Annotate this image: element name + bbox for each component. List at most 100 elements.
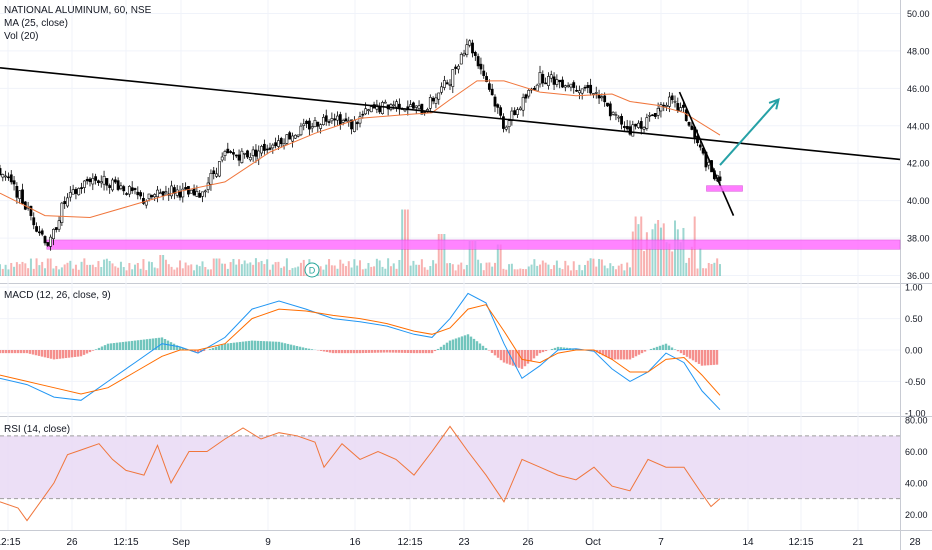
volume-bar <box>457 264 460 276</box>
vol-legend[interactable]: Vol (20) <box>4 31 39 42</box>
candle-body <box>97 180 100 184</box>
candle-body <box>133 188 137 190</box>
candle-body <box>203 190 207 193</box>
volume-bar <box>288 269 291 276</box>
volume-bar <box>229 262 232 276</box>
candle-body <box>136 191 140 196</box>
rsi-pane[interactable] <box>0 425 900 522</box>
candle-body <box>603 95 607 103</box>
candle-body <box>305 120 308 124</box>
macd-pane[interactable] <box>0 292 721 411</box>
macd-histogram-bar <box>97 347 101 350</box>
macd-histogram-bar <box>334 350 338 354</box>
candle-body <box>535 84 539 92</box>
volume-bar <box>269 269 271 276</box>
candle-body <box>12 180 16 185</box>
candle-body <box>476 56 480 67</box>
volume-bar <box>384 268 387 276</box>
macd-histogram-bar <box>307 348 311 350</box>
candle-body <box>322 117 325 126</box>
candle-body <box>679 107 683 112</box>
candle-body <box>637 122 640 128</box>
macd-histogram-bar <box>517 350 521 368</box>
macd-histogram-bar <box>670 347 674 350</box>
candle-body <box>676 103 680 111</box>
x-tick-label: 26 <box>522 537 534 548</box>
ma-legend[interactable]: MA (25, close) <box>4 18 68 29</box>
volume-bar <box>139 268 142 276</box>
volume-bar <box>482 270 485 276</box>
volume-bar <box>280 267 283 276</box>
volume-bar <box>328 259 331 276</box>
candle-body <box>518 107 522 110</box>
volume-bar <box>136 262 139 276</box>
macd-histogram-bar <box>703 350 707 366</box>
symbol-title[interactable]: NATIONAL ALUMINUM, 60, NSE <box>4 5 152 16</box>
macd-histogram-bar <box>496 350 500 358</box>
macd-histogram-bar <box>73 350 77 357</box>
macd-histogram-bar <box>247 340 251 350</box>
price-pane[interactable]: D <box>0 38 901 278</box>
candle-body <box>634 123 638 127</box>
candle-body <box>122 186 126 192</box>
macd-histogram-bar <box>643 350 647 352</box>
macd-histogram-bar <box>412 350 416 354</box>
volume-bar <box>91 264 94 276</box>
candle-body <box>698 144 702 148</box>
volume-bar <box>114 266 117 276</box>
candle-body <box>80 187 83 189</box>
candle-body <box>74 188 78 194</box>
macd-histogram-bar <box>391 350 395 353</box>
candle-body <box>37 231 41 234</box>
candle-body <box>586 85 590 88</box>
macd-histogram-bar <box>655 346 659 350</box>
volume-bar <box>21 261 24 276</box>
candle-body <box>63 201 67 205</box>
candle-body <box>302 123 306 126</box>
candle-body <box>29 205 33 216</box>
candle-body <box>68 192 72 198</box>
candle-body <box>451 69 455 87</box>
volume-bar <box>429 266 432 276</box>
candle-body <box>493 96 497 107</box>
rsi-legend-label[interactable]: RSI (14, close) <box>4 424 71 435</box>
macd-histogram-bar <box>136 340 140 350</box>
volume-bar <box>474 241 477 276</box>
macd-histogram-bar <box>82 350 86 355</box>
volume-bar <box>0 264 1 276</box>
macd-histogram-bar <box>475 341 479 350</box>
macd-histogram-bar <box>508 350 512 365</box>
candle-body <box>521 97 525 111</box>
candle-body <box>248 156 252 161</box>
volume-bar <box>254 258 257 276</box>
macd-histogram-bar <box>328 350 332 353</box>
macd-histogram-bar <box>352 350 356 354</box>
volume-bar <box>342 263 345 276</box>
candle-body <box>201 191 204 197</box>
candle-body <box>32 217 36 226</box>
volume-bar <box>266 259 269 276</box>
macd-histogram-bar <box>409 350 413 354</box>
candle-body <box>442 80 446 88</box>
volume-bar <box>103 259 106 276</box>
volume-bar <box>519 268 522 276</box>
macd-histogram-bar <box>403 350 407 353</box>
volume-bar <box>150 262 153 276</box>
candle-body <box>336 115 339 121</box>
volume-bar <box>460 262 463 276</box>
candle-body <box>144 201 148 206</box>
volume-bar <box>592 258 595 276</box>
macd-legend-label[interactable]: MACD (12, 26, close, 9) <box>4 290 111 301</box>
macd-histogram-bar <box>436 348 440 350</box>
volume-bar <box>29 258 32 276</box>
volume-bar <box>569 270 572 276</box>
volume-bar <box>676 229 679 276</box>
volume-bar <box>159 255 162 276</box>
volume-bar <box>170 266 173 276</box>
volume-bar <box>41 261 44 276</box>
candle-body <box>417 105 421 110</box>
macd-histogram-bar <box>325 350 329 353</box>
volume-bar <box>35 258 38 276</box>
macd-histogram-bar <box>373 350 377 353</box>
volume-bar <box>533 259 536 276</box>
